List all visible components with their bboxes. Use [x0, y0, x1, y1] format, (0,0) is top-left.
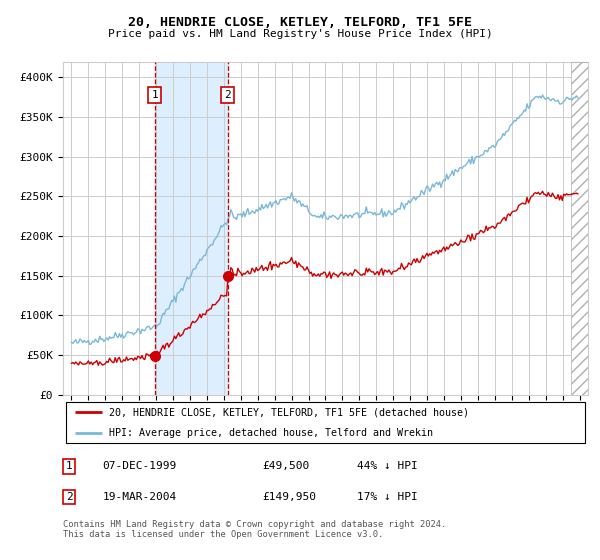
- Text: 20, HENDRIE CLOSE, KETLEY, TELFORD, TF1 5FE: 20, HENDRIE CLOSE, KETLEY, TELFORD, TF1 …: [128, 16, 472, 29]
- Bar: [571, 62, 588, 395]
- Bar: [155, 62, 227, 395]
- Text: 19-MAR-2004: 19-MAR-2004: [103, 492, 176, 502]
- Text: 07-DEC-1999: 07-DEC-1999: [103, 461, 176, 471]
- Text: 1: 1: [66, 461, 73, 471]
- Text: Price paid vs. HM Land Registry's House Price Index (HPI): Price paid vs. HM Land Registry's House …: [107, 29, 493, 39]
- Text: 44% ↓ HPI: 44% ↓ HPI: [357, 461, 418, 471]
- Bar: [571, 62, 588, 395]
- Text: Contains HM Land Registry data © Crown copyright and database right 2024.
This d: Contains HM Land Registry data © Crown c…: [63, 520, 446, 539]
- Text: £149,950: £149,950: [263, 492, 317, 502]
- FancyBboxPatch shape: [65, 402, 586, 444]
- Text: HPI: Average price, detached house, Telford and Wrekin: HPI: Average price, detached house, Telf…: [109, 428, 433, 438]
- Text: £49,500: £49,500: [263, 461, 310, 471]
- Text: 1: 1: [151, 90, 158, 100]
- Text: 17% ↓ HPI: 17% ↓ HPI: [357, 492, 418, 502]
- Text: 2: 2: [66, 492, 73, 502]
- Text: 2: 2: [224, 90, 231, 100]
- Text: 20, HENDRIE CLOSE, KETLEY, TELFORD, TF1 5FE (detached house): 20, HENDRIE CLOSE, KETLEY, TELFORD, TF1 …: [109, 408, 469, 418]
